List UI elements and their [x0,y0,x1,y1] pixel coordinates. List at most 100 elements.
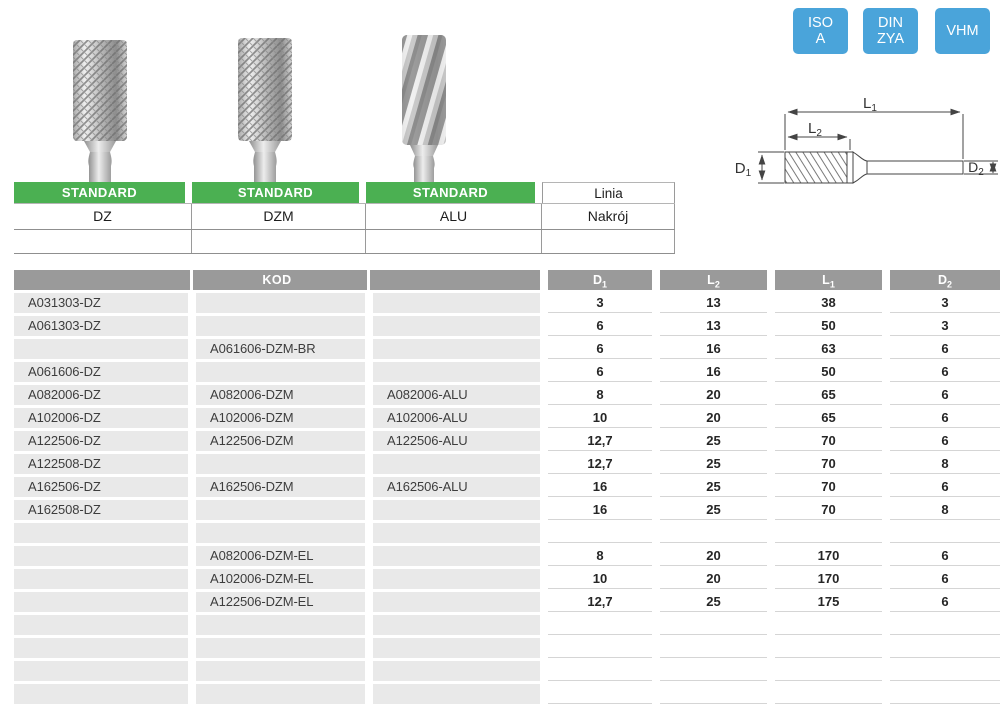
value-cell-d1: 12,7 [548,454,652,474]
code-cell-alu [373,316,540,336]
code-cell-alu [373,500,540,520]
kod-column-header: KOD [14,270,540,290]
code-cell-alu [373,362,540,382]
code-cell-dz [14,684,188,704]
value-cell-l2: 25 [660,500,767,520]
value-cell-l2: 25 [660,477,767,497]
value-cell-l2: 25 [660,431,767,451]
value-cell-l1 [775,615,882,635]
dim-label-l2: L2 [808,120,822,139]
value-cell-l2: 20 [660,546,767,566]
code-cell-alu [373,592,540,612]
code-cell-dz [14,615,188,635]
code-cell-dz [14,638,188,658]
code-cell-alu [373,684,540,704]
value-cell-d2: 6 [890,569,1000,589]
value-cell-d2: 6 [890,385,1000,405]
value-cell-d1: 12,7 [548,431,652,451]
value-cell-l2: 13 [660,316,767,336]
code-cell-dz: A082006-DZ [14,385,188,405]
code-cell-alu: A162506-ALU [373,477,540,497]
value-cell-l1: 70 [775,431,882,451]
cut-type-dz: DZ [14,204,192,229]
code-cell-dzm: A082006-DZM [196,385,365,405]
badge-line: DIN [878,15,903,31]
value-cell-d2: 6 [890,546,1000,566]
code-cell-dzm [196,615,365,635]
value-cell-l1: 50 [775,362,882,382]
value-cell-l2: 16 [660,339,767,359]
code-cell-dzm [196,661,365,681]
value-cell-l1: 50 [775,316,882,336]
value-cell-d2: 6 [890,592,1000,612]
code-cell-alu [373,615,540,635]
code-cell-dzm [196,684,365,704]
code-cell-dz: A162506-DZ [14,477,188,497]
code-cell-dz [14,661,188,681]
d2-column-header: D2 [890,270,1000,290]
code-cell-dz: A122508-DZ [14,454,188,474]
l1-column-header: L1 [775,270,882,290]
dim-label-d2: D2 [968,159,984,178]
value-cell-l2 [660,638,767,658]
code-cell-alu [373,638,540,658]
code-cell-alu: A102006-ALU [373,408,540,428]
code-cell-dz [14,339,188,359]
value-cell-l2: 13 [660,293,767,313]
badge-line: ZYA [876,31,905,47]
badge-iso-a: ISO A [793,8,848,54]
nakroj-label: Nakrój [542,204,675,229]
code-cell-alu: A122506-ALU [373,431,540,451]
dim-label-d1: D1 [735,160,752,179]
value-cell-d1 [548,615,652,635]
code-cell-dzm: A082006-DZM-EL [196,546,365,566]
diagram-shank [866,160,964,175]
value-cell-l1: 70 [775,454,882,474]
code-cell-dzm: A061606-DZM-BR [196,339,365,359]
value-cell-d1: 12,7 [548,592,652,612]
linia-label: Linia [542,182,675,203]
value-cell-l2 [660,523,767,543]
value-cell-l2: 20 [660,408,767,428]
value-cell-l2 [660,684,767,704]
value-cell-d1 [548,638,652,658]
code-cell-dz: A162508-DZ [14,500,188,520]
value-cell-d1: 6 [548,362,652,382]
code-cell-alu [373,293,540,313]
code-cell-dz: A061606-DZ [14,362,188,382]
value-cell-l1 [775,523,882,543]
value-cell-l1: 63 [775,339,882,359]
value-cell-d2 [890,661,1000,681]
value-cell-l2 [660,661,767,681]
product-data-table: KOD D1 L2 L1 D2 A031303-DZ 3 13 38 3 A06… [14,270,1000,704]
value-cell-d2: 6 [890,339,1000,359]
value-cell-l1 [775,661,882,681]
code-cell-alu [373,339,540,359]
value-cell-l2: 20 [660,385,767,405]
value-cell-d2 [890,638,1000,658]
code-cell-dz: A122506-DZ [14,431,188,451]
code-cell-dzm [196,362,365,382]
code-cell-dzm [196,523,365,543]
l2-column-header: L2 [660,270,767,290]
value-cell-d1 [548,661,652,681]
value-cell-d1: 8 [548,385,652,405]
code-cell-alu [373,569,540,589]
code-cell-dz [14,523,188,543]
product-photo-dzm [238,38,292,182]
value-cell-l1: 65 [775,408,882,428]
badge-line: VHM [946,23,979,39]
value-cell-l1: 65 [775,385,882,405]
badge-line: A [815,31,826,47]
standard-badge-dz: STANDARD [14,182,185,203]
value-cell-d1: 3 [548,293,652,313]
code-cell-alu [373,523,540,543]
value-cell-l2: 20 [660,569,767,589]
code-cell-dzm [196,293,365,313]
value-cell-d2: 6 [890,408,1000,428]
value-cell-d2 [890,684,1000,704]
value-cell-d2: 8 [890,500,1000,520]
value-cell-d2: 6 [890,362,1000,382]
value-cell-l1: 70 [775,477,882,497]
